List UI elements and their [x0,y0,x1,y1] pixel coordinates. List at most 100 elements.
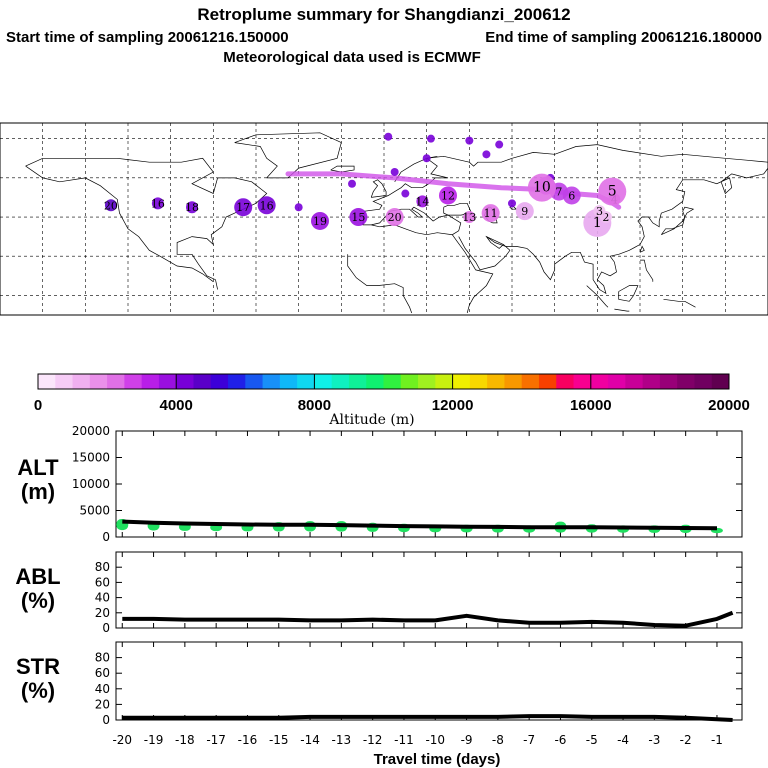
colorbar-swatch [366,374,384,389]
plume-clusters: 12345678910111213141516171819202016 [104,173,627,237]
colorbar-swatch [348,374,367,389]
coastline [486,167,768,295]
y-tick-label: 60 [95,666,110,680]
cluster-circle [463,211,476,224]
cluster-label: 19 [313,215,327,228]
coastline [452,234,494,314]
cluster-marker: 9 [515,202,534,221]
y-tick-label: 20000 [72,424,110,438]
colorbar-swatch [262,374,281,389]
x-tick-label: -13 [332,733,352,747]
cluster-label: 5 [608,184,617,200]
colorbar-tick-label: 4000 [160,397,193,414]
cluster-marker: 15 [349,208,368,227]
panel-ylabel: ABL (%) [15,564,60,613]
x-tick-label: -2 [680,733,692,747]
cluster-circle [257,196,276,215]
cluster-circle [186,201,198,214]
y-tick-label: 0 [102,621,110,635]
colorbar-swatch [279,374,298,389]
cluster-marker: 19 [311,211,329,230]
coastline [663,298,696,308]
y-tick-label: 0 [102,713,110,727]
chart-title: Retroplume summary for Shangdianzi_20061… [197,5,570,24]
plume-dot [384,132,393,141]
x-tick-label: -15 [269,733,289,747]
cluster-marker: 20 [104,199,118,212]
cluster-label: 11 [484,207,498,220]
colorbar-swatch [642,374,661,389]
x-tick-label: -14 [300,733,320,747]
cluster-label: 9 [521,205,528,218]
cluster-circle [104,199,117,212]
panel-ylabel-line: STR [16,654,60,679]
colorbar-swatch [193,374,212,389]
cluster-circle [151,197,164,210]
y-tick-label: 15000 [72,451,110,465]
cluster-label: 13 [462,211,476,224]
panel-frame [115,551,743,629]
x-tick-label: -20 [112,733,132,747]
colorbar-swatch [314,374,333,389]
panel-frame [115,641,743,721]
cluster-label: 7 [555,186,562,199]
y-tick-label: 5000 [79,504,110,518]
cluster-circle [349,208,368,227]
colorbar-tick-label: 0 [34,397,42,414]
cluster-marker: 13 [462,211,476,224]
colorbar-swatch [677,374,695,389]
colorbar-tick-label: 16000 [570,397,612,414]
end-time-text: End time of sampling 20061216.180000 [485,29,762,46]
coastline [347,254,413,314]
cluster-label: 14 [415,195,429,208]
colorbar-swatch [400,374,419,389]
panel-ylabel-line: ABL [15,564,60,589]
panel-ylabel-line: ALT [17,455,59,480]
x-tick-label: -8 [492,733,504,747]
colorbar-swatch [625,374,644,389]
altitude-colorbar: 0 4000 8000 12000 16000 20000 [34,373,750,414]
x-tick-label: -4 [617,733,629,747]
y-tick-label: 10000 [72,477,110,491]
cluster-label: 6 [568,189,575,202]
x-tick-label: -5 [586,733,598,747]
cluster-label: 18 [185,201,199,214]
colorbar-swatch [521,374,540,389]
x-tick-label: -3 [648,733,660,747]
colorbar-tick-label: 8000 [298,397,331,414]
colorbar-swatch [487,374,505,389]
plume-dot [294,203,303,212]
plume-dot [495,140,504,149]
colorbar-swatch [55,374,74,389]
cluster-marker: 5 [598,177,627,206]
x-tick-label: -17 [206,733,226,747]
x-tick-label: -12 [363,733,383,747]
cluster-circle [527,173,556,202]
colorbar-swatch [504,374,523,389]
colorbar-swatch [176,374,194,389]
y-tick-label: 20 [95,697,110,711]
x-tick-label: -10 [425,733,445,747]
coastline [234,132,342,179]
coastline [443,202,472,216]
colorbar-swatch [573,374,592,389]
cluster-marker: 10 [527,173,556,202]
plume-dot [401,189,410,198]
colorbar-swatch [538,374,557,389]
x-axis-label: Travel time (days) [374,751,501,768]
x-tick-label: -11 [394,733,414,747]
plume-dot [508,199,516,208]
cluster-label: 1 [593,215,602,231]
coastline [362,144,768,225]
y-tick-label: 60 [95,575,110,589]
plume-dot [465,136,474,145]
cluster-circle [234,198,253,217]
y-tick-label: 80 [95,651,110,665]
cluster-marker: 11 [481,204,500,223]
colorbar-swatch [469,374,488,389]
x-tick-label: -7 [523,733,535,747]
colorbar-swatch [38,374,56,389]
x-tick-label: -16 [238,733,258,747]
